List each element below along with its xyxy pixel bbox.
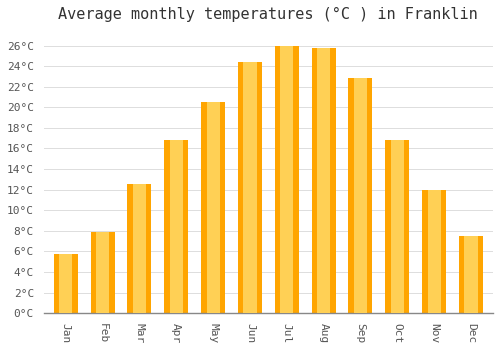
Bar	[275, 46, 299, 313]
Bar	[206, 102, 220, 313]
Bar	[390, 140, 404, 313]
Bar	[90, 232, 114, 313]
Bar	[312, 48, 336, 313]
Bar	[464, 236, 477, 313]
Bar	[428, 190, 440, 313]
Bar	[133, 184, 146, 313]
Bar	[128, 184, 152, 313]
Bar	[59, 254, 72, 313]
Title: Average monthly temperatures (°C ) in Franklin: Average monthly temperatures (°C ) in Fr…	[58, 7, 478, 22]
Bar	[54, 254, 78, 313]
Bar	[96, 232, 109, 313]
Bar	[164, 140, 188, 313]
Bar	[170, 140, 183, 313]
Bar	[244, 62, 256, 313]
Bar	[280, 46, 293, 313]
Bar	[348, 78, 372, 313]
Bar	[459, 236, 483, 313]
Bar	[354, 78, 367, 313]
Bar	[386, 140, 409, 313]
Bar	[317, 48, 330, 313]
Bar	[201, 102, 225, 313]
Bar	[238, 62, 262, 313]
Bar	[422, 190, 446, 313]
